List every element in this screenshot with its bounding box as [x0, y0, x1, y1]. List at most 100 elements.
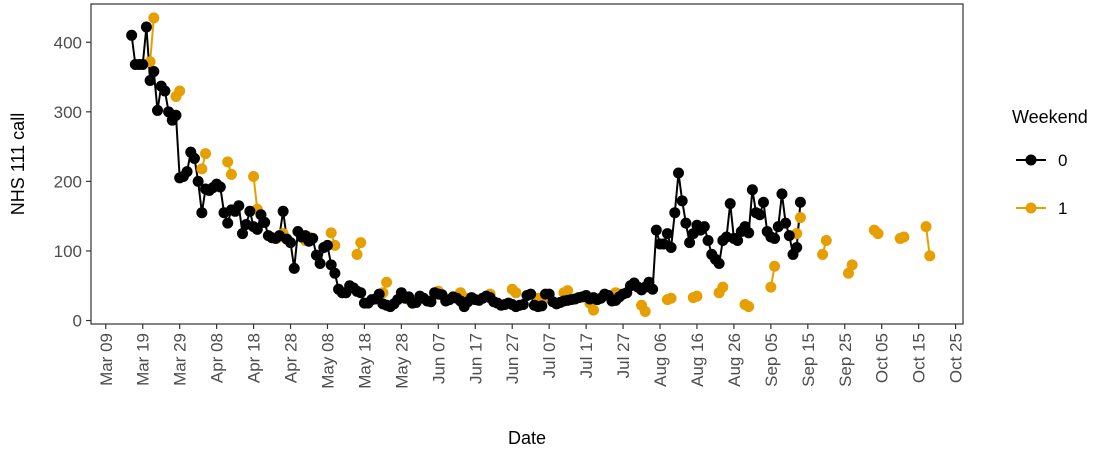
- series-0-point: [310, 249, 322, 261]
- x-tick-label: Apr 28: [282, 333, 301, 383]
- x-tick-label: May 18: [355, 333, 374, 389]
- series-0-point: [233, 200, 245, 212]
- series-1-point: [225, 168, 237, 180]
- legend-key-point-0: [1025, 154, 1037, 166]
- series-1-point: [920, 221, 932, 233]
- y-tick-label: 0: [73, 312, 82, 331]
- series-1-point: [665, 292, 677, 304]
- points-layer: [126, 12, 936, 317]
- series-0-point: [126, 29, 138, 41]
- series-1-point: [743, 301, 755, 313]
- series-1-point: [222, 156, 234, 168]
- series-1-point: [817, 248, 829, 260]
- series-1-point: [794, 212, 806, 224]
- series-0-point: [188, 152, 200, 164]
- series-0-point: [140, 21, 152, 33]
- series-1-point: [510, 287, 522, 299]
- series-0-point: [307, 232, 319, 244]
- series-1-point: [351, 248, 363, 260]
- series-1-point: [639, 305, 651, 317]
- x-tick-label: Aug 26: [725, 333, 744, 387]
- series-0-point: [321, 239, 333, 251]
- series-0-point: [329, 267, 341, 279]
- series-0-point: [776, 188, 788, 200]
- series-0-point: [259, 216, 271, 228]
- legend: Weekend 0 1: [1012, 107, 1088, 218]
- series-0-point: [780, 217, 792, 229]
- series-1-point: [691, 290, 703, 302]
- x-tick-label: Apr 18: [245, 333, 264, 383]
- x-tick-label: Mar 29: [171, 333, 190, 386]
- y-axis-title: NHS 111 call: [8, 113, 28, 215]
- series-1-point: [820, 235, 832, 247]
- x-tick-label: Mar 19: [134, 333, 153, 386]
- series-0-point: [251, 223, 263, 235]
- series-0-point: [148, 65, 160, 77]
- series-0-point: [743, 227, 755, 239]
- series-0-point: [665, 241, 677, 253]
- series-1-point: [588, 304, 600, 316]
- legend-item-1: 1: [1016, 199, 1067, 218]
- series-1-point: [248, 171, 260, 183]
- series-1-point: [872, 228, 884, 240]
- x-tick-label: Jun 17: [466, 333, 485, 384]
- series-1-point: [355, 237, 367, 249]
- series-1-point: [898, 231, 910, 243]
- series-1-point: [846, 259, 858, 271]
- x-tick-label: Apr 08: [208, 333, 227, 383]
- series-1-point: [842, 267, 854, 279]
- series-0-point: [702, 235, 714, 247]
- series-1-point: [200, 148, 212, 160]
- y-tick-label: 300: [54, 103, 82, 122]
- plot-panel: [90, 3, 964, 325]
- x-tick-label: May 08: [318, 333, 337, 389]
- x-tick-label: Mar 09: [97, 333, 116, 386]
- series-0-point: [794, 196, 806, 208]
- series-1-point: [174, 85, 186, 97]
- series-0-point: [517, 299, 529, 311]
- x-axis-title: Date: [508, 428, 546, 448]
- x-tick-label: Aug 06: [651, 333, 670, 387]
- x-tick-label: Jun 27: [503, 333, 522, 384]
- series-0-point: [769, 232, 781, 244]
- x-tick-label: May 28: [392, 333, 411, 389]
- x-tick-label: Sep 15: [799, 333, 818, 387]
- series-1-point: [325, 227, 337, 239]
- series-0-point: [783, 230, 795, 242]
- series-0-point: [525, 288, 537, 300]
- series-0-point: [684, 237, 696, 249]
- series-0-point: [724, 198, 736, 210]
- series-0-point: [137, 59, 149, 71]
- series-0-point: [192, 175, 204, 187]
- x-tick-label: Jul 27: [614, 333, 633, 378]
- series-0-point: [236, 228, 248, 240]
- series-0-point: [746, 184, 758, 196]
- x-tick-label: Sep 25: [836, 333, 855, 387]
- series-0-point: [680, 217, 692, 229]
- x-tick-label: Aug 16: [688, 333, 707, 387]
- series-0-point: [325, 259, 337, 271]
- legend-label-0: 0: [1058, 151, 1067, 170]
- legend-title: Weekend: [1012, 107, 1088, 127]
- series-0-point: [713, 257, 725, 269]
- series-1-segment: [149, 17, 155, 62]
- series-0-point: [288, 262, 300, 274]
- series-1-point: [924, 250, 936, 262]
- series-0-point: [170, 109, 182, 121]
- series-1-point: [381, 276, 393, 288]
- series-0-point: [181, 166, 193, 178]
- series-0-point: [425, 296, 437, 308]
- series-0-point: [732, 235, 744, 247]
- series-1-point: [196, 163, 208, 175]
- series-1-point: [717, 281, 729, 293]
- series-1-point: [562, 285, 574, 297]
- series-0-point: [373, 288, 385, 300]
- x-tick-label: Jul 17: [577, 333, 596, 378]
- series-0-point: [661, 228, 673, 240]
- series-0-point: [757, 196, 769, 208]
- x-tick-label: Sep 05: [762, 333, 781, 387]
- series-0-point: [355, 287, 367, 299]
- series-0-point: [285, 237, 297, 249]
- series-0-point: [754, 209, 766, 221]
